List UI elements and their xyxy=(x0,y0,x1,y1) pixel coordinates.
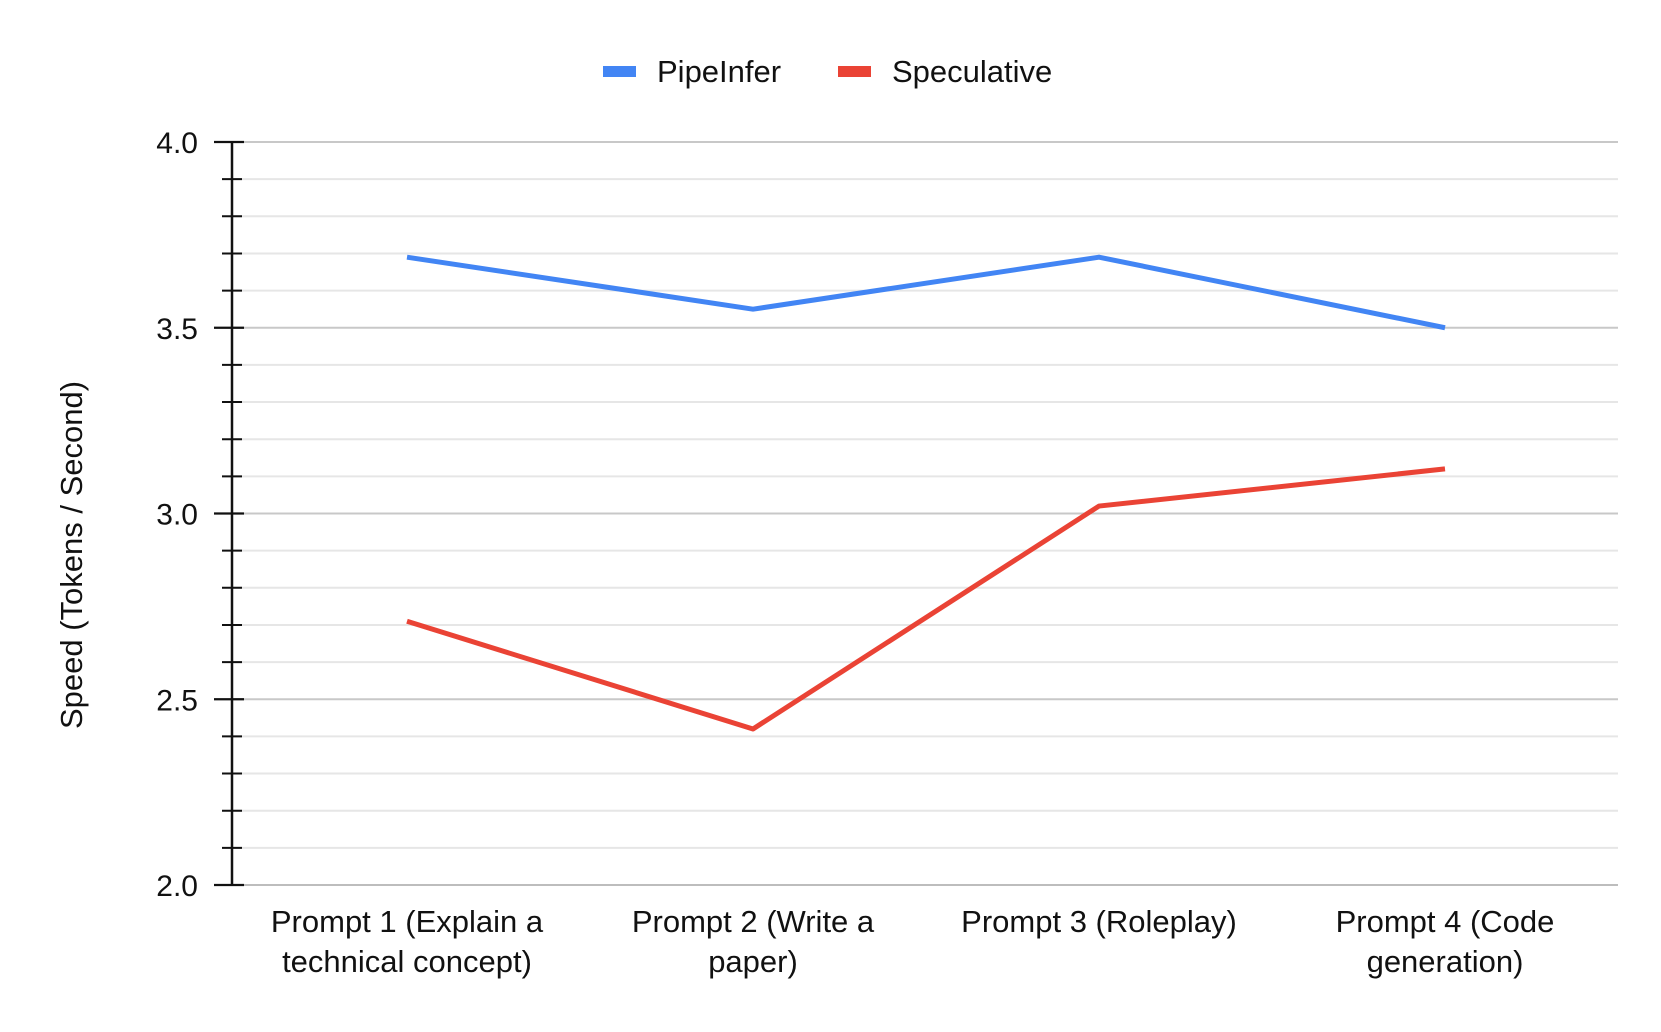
legend-item-speculative: Speculative xyxy=(838,54,1052,89)
y-tick-label: 2.0 xyxy=(156,870,198,903)
legend-item-pipeinfer: PipeInfer xyxy=(603,54,781,89)
series-pipeinfer xyxy=(407,257,1445,328)
x-tick-label: Prompt 2 (Write a xyxy=(632,904,875,939)
legend-swatch xyxy=(603,66,636,77)
y-tick-label: 3.0 xyxy=(156,499,198,532)
x-tick-label: generation) xyxy=(1367,944,1524,979)
y-tick-label: 3.5 xyxy=(156,313,198,346)
x-tick-label: paper) xyxy=(708,944,798,979)
series-line xyxy=(407,469,1445,729)
y-axis: 2.0 2.5 3.0 3.5 4.0 xyxy=(156,127,244,903)
y-tick-label: 2.5 xyxy=(156,684,198,717)
legend-label: PipeInfer xyxy=(657,54,781,89)
legend-label: Speculative xyxy=(892,54,1052,89)
x-tick-label: Prompt 4 (Code xyxy=(1336,904,1555,939)
legend-swatch xyxy=(838,66,871,77)
series-speculative xyxy=(407,469,1445,729)
series-line xyxy=(407,257,1445,328)
y-tick-label: 4.0 xyxy=(156,127,198,160)
x-tick-label: Prompt 3 (Roleplay) xyxy=(961,904,1237,939)
x-tick-label: Prompt 1 (Explain a xyxy=(271,904,544,939)
grid-layer xyxy=(232,142,1618,885)
x-axis-labels: Prompt 1 (Explain a technical concept) Pro… xyxy=(271,904,1555,979)
y-axis-title: Speed (Tokens / Second) xyxy=(54,381,89,729)
legend: PipeInfer Speculative xyxy=(603,54,1052,89)
x-tick-label: technical concept) xyxy=(282,944,532,979)
